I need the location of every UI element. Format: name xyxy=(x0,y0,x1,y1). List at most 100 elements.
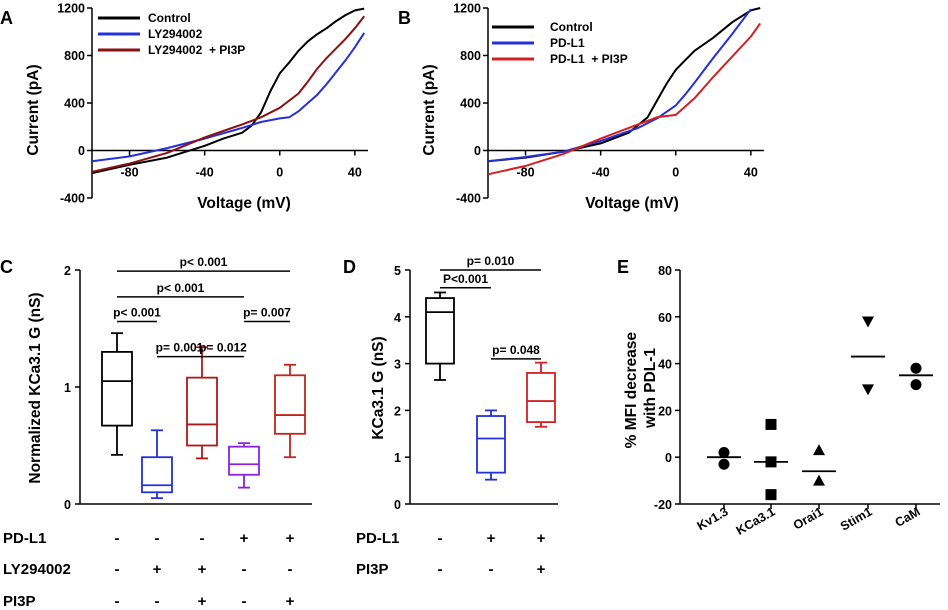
box-iqr xyxy=(274,374,306,435)
panel-label-c: C xyxy=(0,257,13,277)
box-3 xyxy=(526,361,556,428)
group-kca3-1 xyxy=(754,418,788,501)
condition-sign: + xyxy=(286,593,295,610)
data-point-triangle-down xyxy=(862,316,874,328)
panel-e-y-label-line2: with PDL-1 xyxy=(642,348,659,429)
box-iqr xyxy=(101,350,133,427)
box-iqr xyxy=(425,297,455,365)
legend-label-ly294002: LY294002 xyxy=(148,27,203,41)
condition-sign: - xyxy=(489,561,494,578)
box-iqr xyxy=(228,445,260,476)
condition-sign: - xyxy=(242,593,247,610)
panel-b-x-label: Voltage (mV) xyxy=(585,195,679,212)
panel-d: D KCa3.1 G (nS) 0 1 2 3 4 5 p= 0.010 P<0.001 p=… xyxy=(343,254,558,578)
x-tick-label: -40 xyxy=(196,166,214,180)
panel-a-x-label: Voltage (mV) xyxy=(197,195,291,212)
x-tick-label: 0 xyxy=(276,166,283,180)
data-point-triangle-up xyxy=(813,474,825,486)
y-tick-label: 800 xyxy=(460,49,481,63)
y-tick-label: 2 xyxy=(394,404,401,418)
x-tick-label-kca3-1: KCa3.1 xyxy=(734,504,778,537)
y-tick-label: 400 xyxy=(460,97,481,111)
box-iqr xyxy=(186,376,218,447)
condition-label-ly294002: LY294002 xyxy=(3,561,71,578)
y-tick-label: 0 xyxy=(394,498,401,512)
x-tick-label: 40 xyxy=(348,166,362,180)
p-value-label: p< 0.001 xyxy=(113,305,161,319)
series-line-control xyxy=(487,7,761,163)
x-tick-label: 40 xyxy=(744,166,758,180)
condition-sign: - xyxy=(200,530,205,547)
condition-sign: + xyxy=(537,530,546,547)
p-value-label: P<0.001 xyxy=(443,272,488,286)
condition-sign: - xyxy=(438,530,443,547)
panel-e: E % MFI decrease with PDL-1 -20 0 20 40 60 80… xyxy=(617,257,940,538)
data-point-circle xyxy=(910,379,922,391)
p-value-label: p= 0.012 xyxy=(199,341,247,355)
box-1 xyxy=(101,332,133,456)
condition-sign: + xyxy=(240,530,249,547)
panel-b-y-label: Current (pA) xyxy=(421,64,438,155)
x-tick-label-stim1: Stim1 xyxy=(838,504,875,533)
legend-label-pdl1: PD-L1 xyxy=(550,36,585,50)
condition-sign: - xyxy=(115,593,120,610)
condition-sign: + xyxy=(198,561,207,578)
series-line-pd-l1 xyxy=(487,8,752,163)
condition-label-pd-l1: PD-L1 xyxy=(356,530,399,547)
condition-sign: + xyxy=(487,530,496,547)
y-tick-label: 0 xyxy=(78,144,85,158)
y-tick-label: -400 xyxy=(60,192,85,206)
condition-sign: + xyxy=(198,593,207,610)
panel-e-y-label-line1: % MFI decrease xyxy=(623,332,640,449)
y-tick-label: 80 xyxy=(658,264,672,278)
condition-sign: - xyxy=(115,561,120,578)
p-value-label: p= 0.048 xyxy=(492,343,540,357)
series-line-ly294002 xyxy=(91,32,366,163)
legend-label-pdl1-pi3p: PD-L1 + PI3P xyxy=(550,52,628,66)
data-point-circle xyxy=(718,447,730,459)
x-tick-label-orai1: Orai1 xyxy=(791,504,826,532)
y-tick-label: 20 xyxy=(658,404,672,418)
data-point-triangle-down xyxy=(862,384,874,396)
legend-label-control: Control xyxy=(148,11,191,25)
y-tick-label: 4 xyxy=(394,311,401,325)
y-tick-label: 40 xyxy=(658,358,672,372)
y-tick-label: -400 xyxy=(456,192,481,206)
panel-a-y-label: Current (pA) xyxy=(25,64,42,155)
group-orai1 xyxy=(802,444,836,486)
condition-label-pi3p: PI3P xyxy=(356,561,389,578)
group-stim1 xyxy=(851,316,885,396)
panel-e-y-label: % MFI decrease with PDL-1 xyxy=(623,328,659,449)
panel-label-d: D xyxy=(343,257,356,277)
box-4 xyxy=(228,442,260,489)
box-iqr xyxy=(141,456,173,494)
y-tick-label: 1200 xyxy=(57,2,85,16)
box-iqr xyxy=(476,415,506,474)
p-value-label: p< 0.001 xyxy=(157,281,205,295)
y-tick-label: 2 xyxy=(64,264,71,278)
p-value-label: p= 0.010 xyxy=(467,254,515,268)
y-tick-label: 60 xyxy=(658,311,672,325)
data-point-square xyxy=(765,489,777,501)
condition-sign: - xyxy=(155,593,160,610)
box-2 xyxy=(476,409,506,481)
condition-label-pi3p: PI3P xyxy=(3,593,36,610)
condition-label-pd-l1: PD-L1 xyxy=(3,530,46,547)
data-point-circle xyxy=(718,458,730,470)
p-value-label: p< 0.001 xyxy=(180,255,228,269)
y-tick-label: 400 xyxy=(64,97,85,111)
panel-label-b: B xyxy=(398,8,411,28)
series-line-ly294002-pi3p xyxy=(91,15,365,173)
condition-sign: - xyxy=(155,530,160,547)
p-value-label: p= 0.001 xyxy=(156,341,204,355)
x-tick-label: -80 xyxy=(517,166,535,180)
condition-sign: - xyxy=(115,530,120,547)
panel-c: C Normalized KCa3.1 G (nS) 0 1 2 p< 0.001 p… xyxy=(0,255,312,610)
data-point-circle xyxy=(910,362,922,374)
box-iqr xyxy=(526,372,556,423)
data-point-triangle-up xyxy=(813,444,825,456)
x-tick-label-kv1-3: Kv1.3 xyxy=(695,504,731,533)
x-tick-label: -80 xyxy=(121,166,139,180)
x-tick-label-cam: CaM xyxy=(893,504,923,529)
